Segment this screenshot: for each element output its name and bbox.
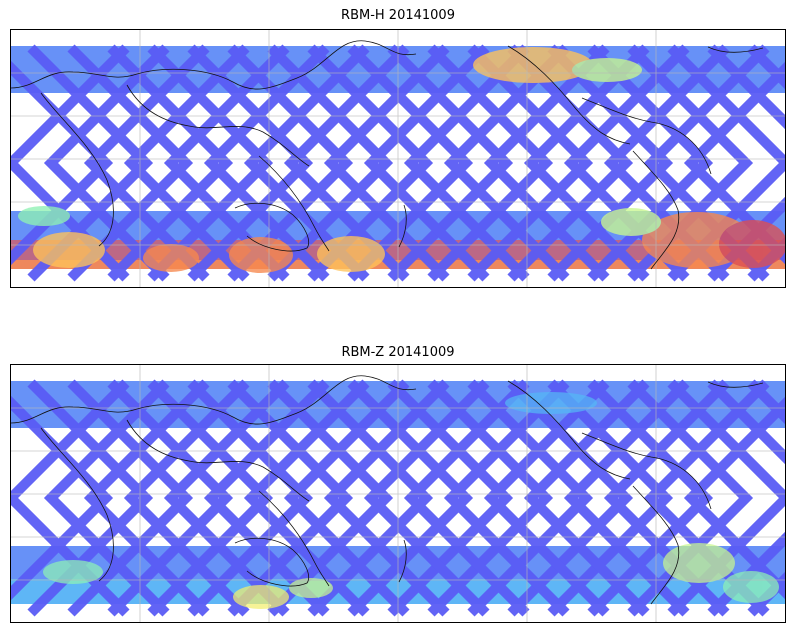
top-gridlines <box>11 30 785 287</box>
top-coastlines <box>11 40 764 270</box>
top-hotspots <box>18 47 785 273</box>
bottom-panel-title: RBM-Z 20141009 <box>341 345 455 360</box>
bottom-coastlines <box>11 375 764 605</box>
bottom-hotspots <box>43 392 779 609</box>
bottom-map-svg <box>11 365 785 622</box>
bottom-tracks <box>11 379 785 617</box>
bottom-map-panel <box>10 364 786 623</box>
top-map-svg <box>11 30 785 287</box>
top-panel-title: RBM-H 20141009 <box>341 8 455 23</box>
top-map-panel <box>10 29 786 288</box>
